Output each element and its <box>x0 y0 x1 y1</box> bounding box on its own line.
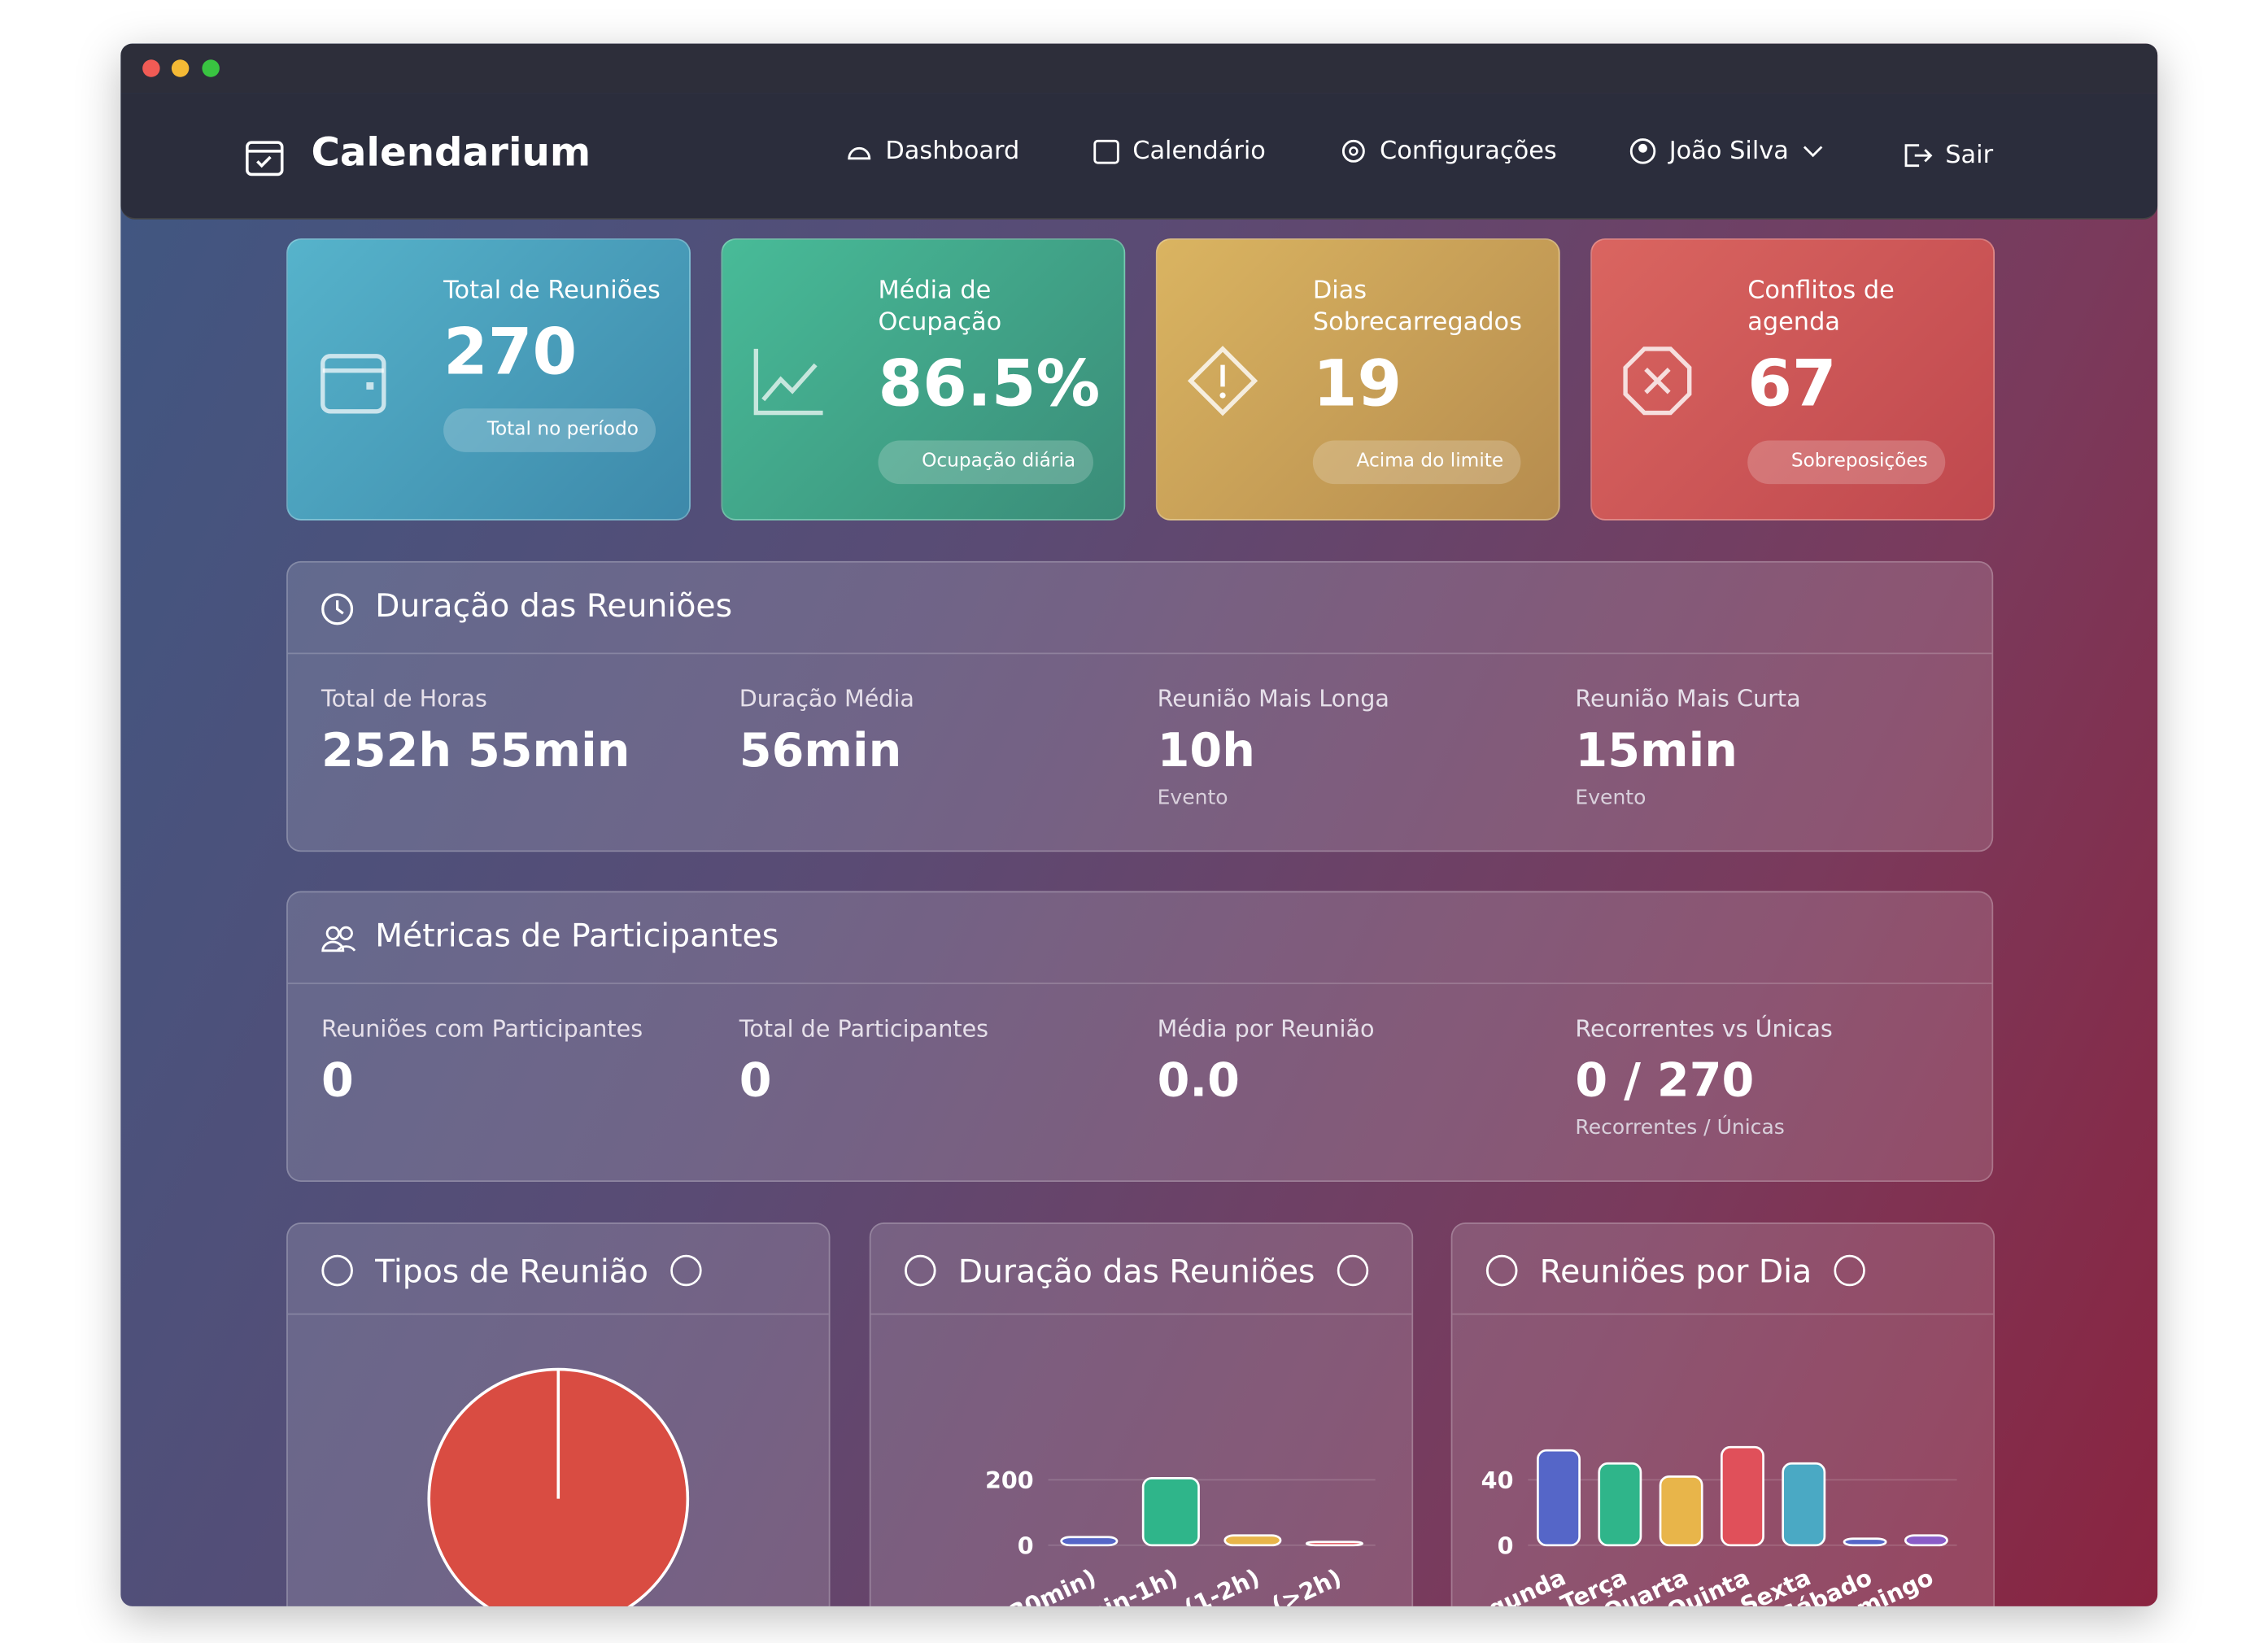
section-title: Métricas de Participantes <box>375 918 779 956</box>
stat-value: 10h <box>1157 722 1255 778</box>
kpi-value: 19 <box>1312 347 1402 422</box>
stat-value: 252h 55min <box>321 722 630 778</box>
duration-section: Duração das Reuniões Total de Horas 252h … <box>286 560 1994 852</box>
bar <box>1305 1541 1363 1547</box>
kpi-card: Dias Sobrecarregados 19 Acima do limite <box>1155 238 1560 521</box>
brand[interactable]: Calendarium <box>311 130 591 177</box>
nav-label: Sair <box>1945 141 1994 171</box>
brand-icon <box>246 141 284 177</box>
stat-label: Reunião Mais Longa <box>1157 684 1389 713</box>
stat-note: Evento <box>1157 786 1228 810</box>
info-icon <box>1834 1254 1865 1287</box>
nav-label: João Silva <box>1668 136 1789 166</box>
chart-title: Duração das Reuniões <box>958 1253 1315 1290</box>
section-title: Duração das Reuniões <box>375 588 733 625</box>
chart-panel: Duração das Reuniões 0 200 Curtas (<30min) M… <box>869 1222 1414 1606</box>
stat-label: Duração Média <box>739 684 914 713</box>
kpi-card: Média de Ocupação 86.5% Ocupação diária <box>721 238 1126 521</box>
nav-label: Dashboard <box>885 136 1020 166</box>
stat-value: 0 <box>739 1052 772 1108</box>
x-tick-label: Curtas (<30min) <box>893 1563 1101 1606</box>
bar <box>1782 1462 1826 1547</box>
bar <box>1598 1462 1642 1547</box>
chart: Reuniões por Dia040SegundaTerçaQuartaQui… <box>1452 1253 1994 1606</box>
title-bar <box>120 43 2158 94</box>
bar <box>1223 1534 1282 1547</box>
chart-title: Reuniões por Dia <box>1540 1253 1812 1290</box>
y-tick-label: 0 <box>1498 1532 1514 1560</box>
chart-panel: Tipos de Reunião <box>286 1222 831 1606</box>
stat-value: 15min <box>1575 722 1738 778</box>
stat-label: Recorrentes vs Únicas <box>1575 1014 1833 1043</box>
stat-note: Evento <box>1575 786 1646 810</box>
stat-label: Total de Participantes <box>739 1014 989 1043</box>
y-tick-label: 0 <box>1018 1532 1034 1560</box>
nav-settings[interactable]: Configurações <box>1339 137 1557 166</box>
bar <box>1537 1449 1581 1547</box>
nav-calendar[interactable]: Calendário <box>1092 137 1266 166</box>
kpi-badge: Acima do limite <box>1312 440 1521 485</box>
kpi-badge: Total no período <box>443 408 656 452</box>
kpi-title: Total de Reuniões <box>443 276 661 306</box>
chart-icon <box>1485 1254 1518 1287</box>
kpi-card: Total de Reuniões 270 Total no período <box>286 238 691 521</box>
close[interactable] <box>142 59 160 77</box>
section-header: Duração das Reuniões <box>287 563 1992 655</box>
bar <box>1904 1534 1948 1547</box>
chart-icon <box>321 1254 353 1287</box>
stat-value: 0 <box>321 1052 354 1108</box>
kpi-badge: Ocupação diária <box>878 440 1093 485</box>
stat-label: Reunião Mais Curta <box>1575 684 1801 713</box>
maximize[interactable] <box>202 59 220 77</box>
stat-value: 56min <box>739 722 902 778</box>
kpi-title: Média de Ocupação <box>878 276 1002 338</box>
nav-label: Calendário <box>1132 136 1266 166</box>
stat-label: Total de Horas <box>321 684 487 713</box>
nav-logout[interactable]: Sair <box>1902 141 1993 170</box>
info-icon <box>1337 1254 1369 1287</box>
chart-title: Tipos de Reunião <box>374 1253 648 1290</box>
stat-label: Reuniões com Participantes <box>321 1014 643 1043</box>
info-icon <box>670 1254 702 1287</box>
bar <box>1141 1477 1200 1547</box>
kpi-value: 67 <box>1747 347 1837 422</box>
app-window: Calendarium Dashboard Calendário Configu… <box>120 43 2158 1606</box>
navbar: Calendarium Dashboard Calendário Configu… <box>120 93 2158 220</box>
stat-label: Média por Reunião <box>1157 1014 1375 1043</box>
nav-label: Configurações <box>1380 136 1557 166</box>
stat-value: 0 / 270 <box>1575 1052 1755 1108</box>
kpi-badge: Sobreposições <box>1747 440 1946 485</box>
stat-note: Recorrentes / Únicas <box>1575 1116 1785 1140</box>
bar <box>1060 1536 1119 1547</box>
stat-value: 0.0 <box>1157 1052 1240 1108</box>
nav-dashboard[interactable]: Dashboard <box>844 137 1019 166</box>
kpi-title: Dias Sobrecarregados <box>1312 276 1522 338</box>
bar <box>1659 1475 1703 1547</box>
bar <box>1721 1445 1764 1547</box>
section-header: Métricas de Participantes <box>287 892 1992 984</box>
chart: Tipos de Reunião <box>287 1253 829 1606</box>
minimize[interactable] <box>171 59 190 77</box>
chart-icon <box>904 1254 936 1287</box>
kpi-card: Conflitos de agenda 67 Sobreposições <box>1590 238 1995 521</box>
bar <box>1843 1537 1887 1547</box>
kpi-title: Conflitos de agenda <box>1747 276 1895 338</box>
kpi-value: 86.5% <box>878 347 1101 422</box>
nav-user[interactable]: João Silva <box>1629 137 1827 166</box>
x-tick-label: Segunda <box>1455 1563 1570 1606</box>
chart-panel: Reuniões por Dia 0 40 Segunda Terça Quarta Qui… <box>1450 1222 1995 1606</box>
y-tick-label: 40 <box>1481 1466 1514 1494</box>
kpi-value: 270 <box>443 315 578 390</box>
y-tick-label: 200 <box>985 1466 1034 1494</box>
participants-section: Métricas de Participantes Reuniões com P… <box>286 891 1994 1182</box>
